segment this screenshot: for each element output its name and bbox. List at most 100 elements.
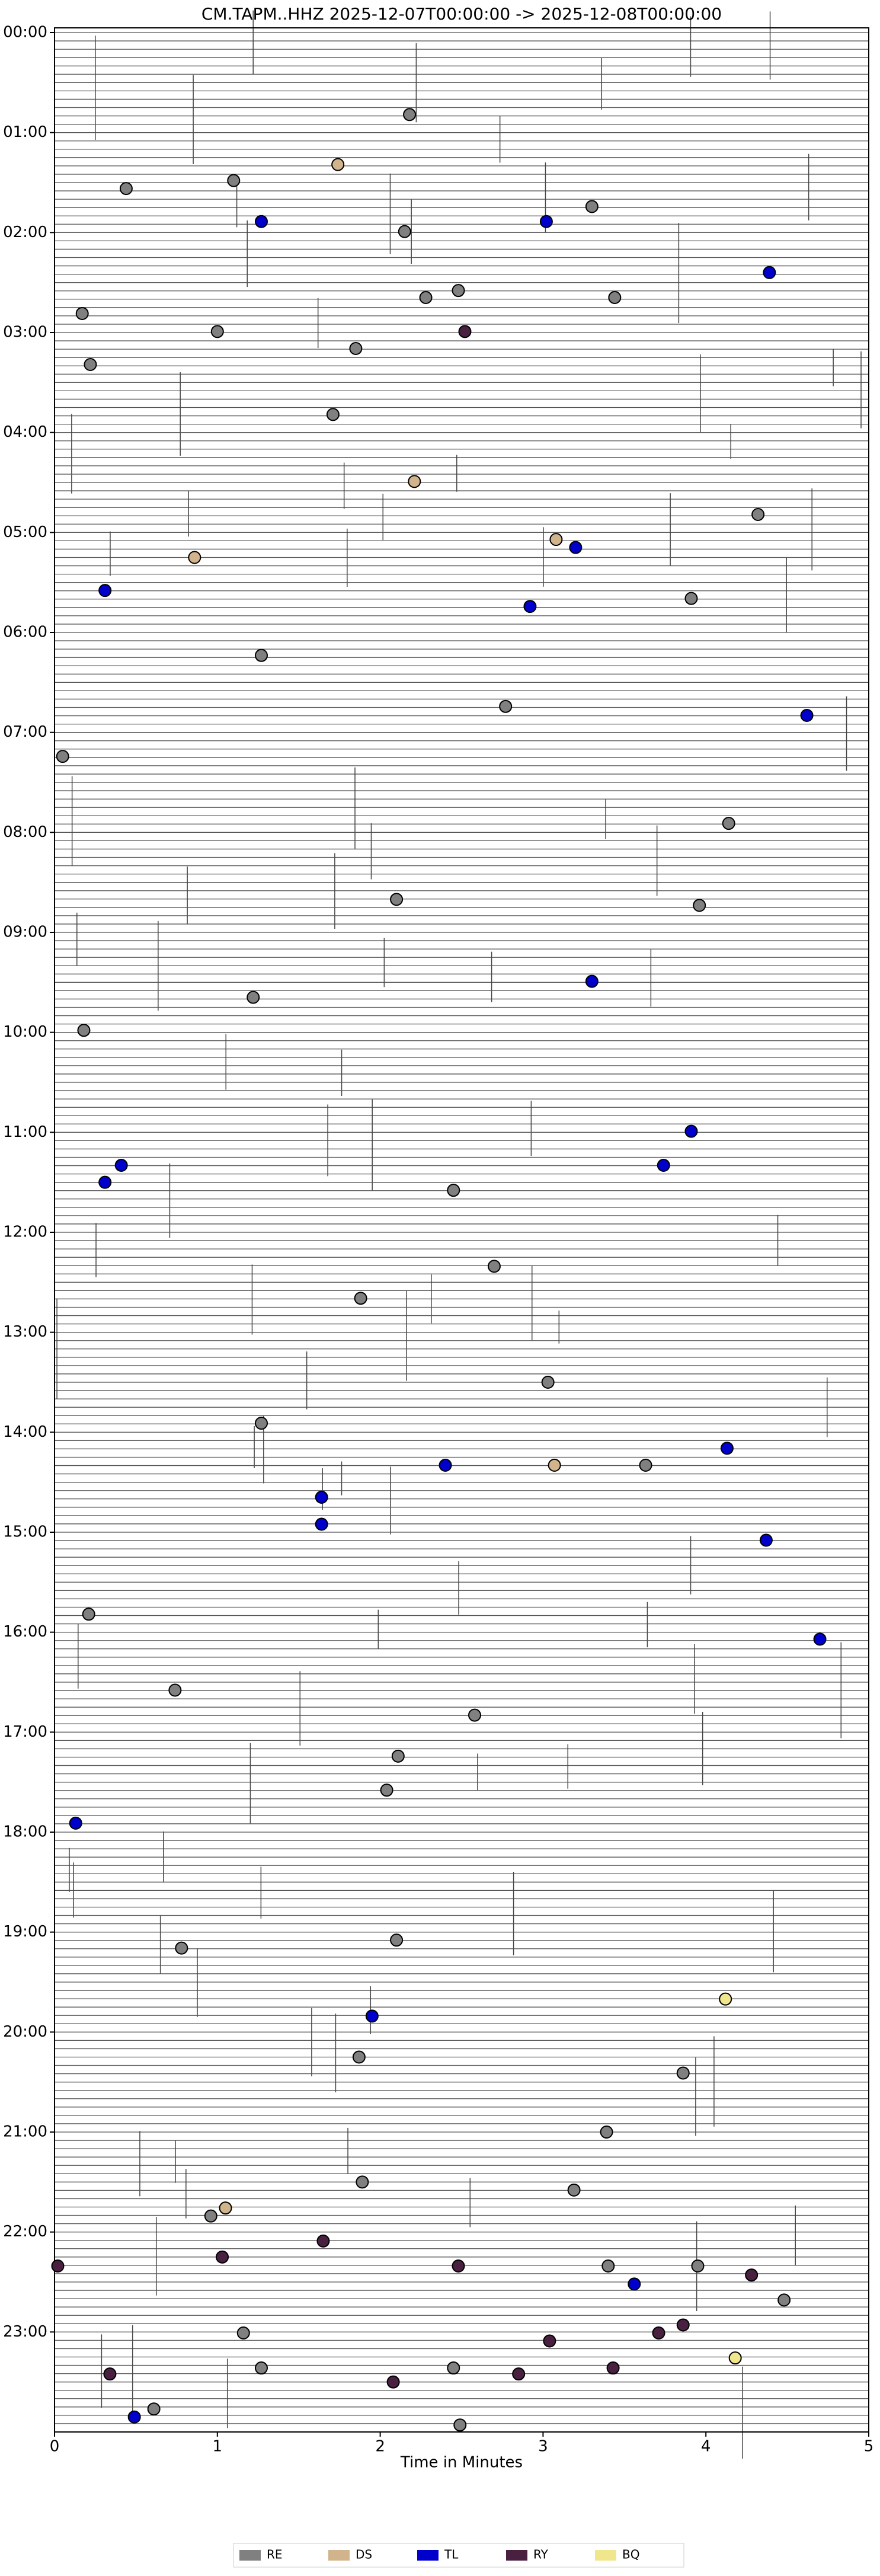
event-marker xyxy=(722,817,735,830)
y-tick-label: 10:00 xyxy=(3,1023,47,1041)
chart-title: CM.TAPM..HHZ 2025-12-07T00:00:00 -> 2025… xyxy=(201,4,722,24)
event-marker xyxy=(512,2367,526,2381)
y-tick-label: 04:00 xyxy=(3,423,47,441)
event-marker xyxy=(628,2277,641,2291)
event-marker xyxy=(684,592,698,605)
event-marker xyxy=(684,1124,698,1138)
x-tick-label: 1 xyxy=(213,2438,223,2456)
event-marker xyxy=(458,325,472,338)
plot-frame xyxy=(54,27,869,2433)
event-marker xyxy=(349,341,363,355)
legend-swatch xyxy=(595,2550,616,2561)
y-tick-label: 11:00 xyxy=(3,1123,47,1141)
event-marker xyxy=(326,408,340,421)
event-marker xyxy=(352,2050,366,2064)
event-marker xyxy=(98,584,112,597)
event-marker xyxy=(719,1992,732,2006)
legend-label: TL xyxy=(444,2548,459,2562)
event-marker xyxy=(447,1184,460,1197)
event-marker xyxy=(777,2293,791,2307)
event-marker xyxy=(693,899,706,912)
y-tick-label: 21:00 xyxy=(3,2123,47,2141)
y-tick-label: 19:00 xyxy=(3,1923,47,1941)
legend-label: DS xyxy=(356,2548,372,2562)
event-marker xyxy=(84,357,97,371)
y-tick-label: 23:00 xyxy=(3,2323,47,2341)
event-marker xyxy=(51,2259,65,2273)
y-tick-label: 03:00 xyxy=(3,324,47,341)
x-tick-label: 4 xyxy=(701,2438,711,2456)
event-marker xyxy=(56,750,69,763)
y-tick-label: 16:00 xyxy=(3,1623,47,1641)
event-marker xyxy=(216,2250,229,2264)
event-marker xyxy=(210,325,224,338)
y-tick-label: 14:00 xyxy=(3,1423,47,1441)
legend-label: RY xyxy=(533,2548,549,2562)
event-marker xyxy=(676,2318,690,2332)
event-marker xyxy=(751,507,765,521)
event-marker xyxy=(728,2351,742,2365)
event-marker xyxy=(168,1683,182,1697)
x-tick-label: 5 xyxy=(864,2438,874,2456)
y-tick-label: 20:00 xyxy=(3,2023,47,2041)
event-marker xyxy=(98,1175,112,1189)
event-marker xyxy=(639,1458,652,1472)
event-marker xyxy=(188,551,201,564)
event-marker xyxy=(390,893,404,906)
event-marker xyxy=(452,284,465,298)
event-marker xyxy=(391,1749,405,1763)
event-marker xyxy=(541,1376,555,1389)
event-marker xyxy=(567,2183,581,2197)
y-tick-label: 08:00 xyxy=(3,823,47,841)
y-tick-label: 02:00 xyxy=(3,223,47,241)
y-tick-label: 15:00 xyxy=(3,1523,47,1541)
y-tick-label: 05:00 xyxy=(3,523,47,541)
event-marker xyxy=(204,2209,217,2223)
event-marker xyxy=(800,708,814,722)
event-marker xyxy=(600,2126,613,2139)
y-tick-label: 18:00 xyxy=(3,1823,47,1841)
event-marker xyxy=(75,306,89,320)
event-marker xyxy=(77,1024,91,1037)
y-tick-label: 22:00 xyxy=(3,2223,47,2241)
event-marker xyxy=(539,215,553,228)
event-marker xyxy=(365,2009,379,2023)
y-tick-label: 17:00 xyxy=(3,1723,47,1741)
event-marker xyxy=(354,1292,367,1305)
event-marker xyxy=(720,1442,734,1455)
event-marker xyxy=(254,215,268,228)
event-marker xyxy=(601,2259,615,2273)
event-marker xyxy=(499,699,513,713)
event-marker xyxy=(356,2175,369,2189)
event-marker xyxy=(386,2375,400,2389)
event-marker xyxy=(745,2268,759,2282)
y-tick-label: 09:00 xyxy=(3,923,47,941)
event-marker xyxy=(403,108,417,122)
event-marker xyxy=(523,600,537,613)
event-marker xyxy=(759,1533,773,1547)
event-marker xyxy=(452,2259,465,2273)
event-marker xyxy=(585,974,599,988)
y-tick-label: 01:00 xyxy=(3,123,47,141)
event-marker xyxy=(219,2201,232,2215)
event-marker xyxy=(254,648,268,662)
event-marker xyxy=(408,475,421,488)
legend-swatch xyxy=(328,2550,350,2561)
event-marker xyxy=(127,2410,141,2424)
event-marker xyxy=(543,2334,556,2348)
event-marker xyxy=(316,2234,330,2248)
event-marker xyxy=(114,1158,128,1172)
event-marker xyxy=(419,290,433,304)
x-tick-label: 0 xyxy=(50,2438,60,2456)
event-marker xyxy=(103,2367,117,2381)
x-tick-label: 3 xyxy=(538,2438,548,2456)
event-marker xyxy=(331,158,345,171)
event-marker xyxy=(606,2361,620,2375)
x-tick-label: 2 xyxy=(375,2438,385,2456)
event-marker xyxy=(813,1632,827,1646)
y-tick-label: 12:00 xyxy=(3,1223,47,1241)
y-tick-label: 06:00 xyxy=(3,624,47,641)
event-marker xyxy=(119,182,133,196)
